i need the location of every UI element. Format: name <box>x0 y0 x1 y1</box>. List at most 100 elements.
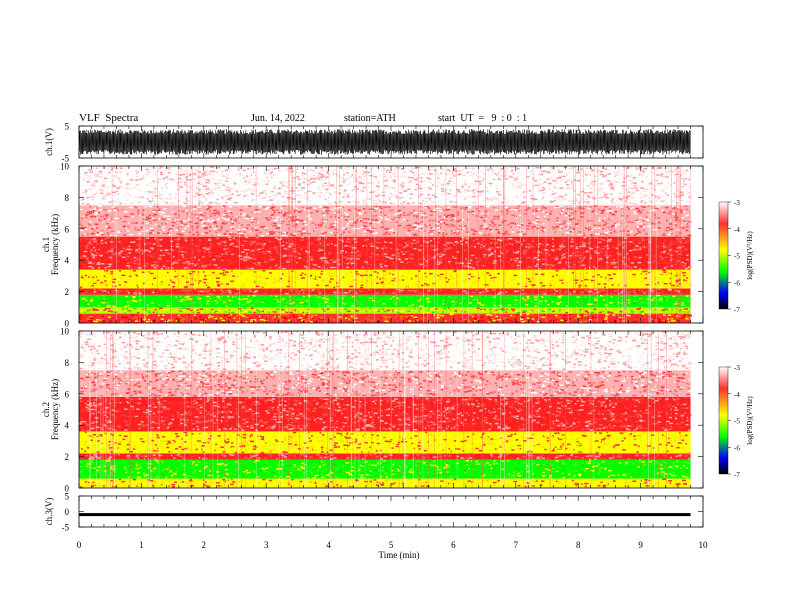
spectrogram-pixel <box>443 248 446 250</box>
spectrogram-pixel <box>150 255 153 257</box>
spectrogram-pixel <box>233 298 236 301</box>
spectrogram-pixel <box>594 251 597 254</box>
spectrogram-pixel <box>179 290 183 292</box>
spectrogram-pixel <box>642 320 644 322</box>
spectrogram-pixel <box>450 295 453 297</box>
spectrogram-pixel <box>278 266 280 269</box>
spectrogram-pixel <box>181 321 184 323</box>
spectrogram-pixel <box>196 295 200 298</box>
spectrogram-pixel <box>406 276 409 278</box>
spectrogram-pixel <box>562 256 566 259</box>
spectrogram-pixel <box>667 314 672 316</box>
spectrogram-pixel <box>108 297 112 300</box>
spectrogram-pixel <box>258 264 261 267</box>
spectrogram-pixel <box>584 285 587 287</box>
spectrogram-pixel <box>464 258 467 261</box>
spectrogram-pixel <box>255 264 259 266</box>
spectrogram-pixel <box>327 279 331 282</box>
spectrogram-pixel <box>385 266 388 268</box>
spectrogram-pixel <box>400 259 405 262</box>
spectrogram-pixel <box>213 212 217 214</box>
spectrogram-pixel <box>376 247 380 249</box>
spectrogram-pixel <box>536 316 539 319</box>
spectrogram-pixel <box>326 273 330 276</box>
spectrogram-pixel <box>302 206 304 208</box>
spectrogram-pixel <box>158 225 160 227</box>
spectrogram-pixel <box>501 309 505 311</box>
spectrogram-pixel <box>288 280 290 283</box>
spectrogram-pixel <box>570 236 573 239</box>
spectrogram-pixel <box>528 310 533 312</box>
spectrogram-pixel <box>297 281 300 284</box>
spectrogram-pixel <box>506 282 510 284</box>
spectrogram-pixel <box>84 216 88 219</box>
spectrogram-pixel <box>223 274 225 277</box>
spectrogram-pixel <box>306 260 309 263</box>
spectrogram-pixel <box>101 233 104 236</box>
spectrogram-pixel <box>353 314 357 317</box>
spectrogram-pixel <box>219 255 221 258</box>
spectrogram-pixel <box>262 284 267 286</box>
spectrogram-pixel <box>420 284 425 287</box>
spectrogram-pixel <box>223 272 225 274</box>
spectrogram-pixel <box>444 320 446 322</box>
spectrogram-pixel <box>167 267 170 269</box>
spectrogram-pixel <box>82 309 84 312</box>
spectrogram-pixel <box>85 299 88 302</box>
spectrogram-pixel <box>659 309 662 311</box>
spectrogram-pixel <box>162 265 166 268</box>
spectrogram-pixel <box>79 255 81 258</box>
spectrogram-pixel <box>366 269 369 272</box>
spectrogram-pixel <box>402 214 406 216</box>
spectrogram-pixel <box>230 299 235 302</box>
spectrogram-pixel <box>190 302 194 305</box>
spectrogram-pixel <box>565 290 568 292</box>
spectrogram-pixel <box>312 268 317 270</box>
spectrogram-pixel <box>263 257 266 260</box>
spectrogram-pixel <box>188 231 191 234</box>
spectrogram-pixel <box>351 251 354 254</box>
spectrogram-pixel <box>424 272 427 275</box>
spectrogram-pixel <box>341 278 344 280</box>
spectrogram-pixel <box>375 300 378 303</box>
spectrogram-pixel <box>104 225 109 228</box>
spectrogram-pixel <box>383 290 386 292</box>
spectrogram-pixel <box>237 277 241 279</box>
spectrogram-pixel <box>207 220 210 222</box>
spectrogram-pixel <box>221 281 224 283</box>
spectrogram-pixel <box>397 214 402 217</box>
spectrogram-pixel <box>585 283 587 285</box>
spectrogram-pixel <box>601 317 603 319</box>
spectrogram-pixel <box>150 320 153 323</box>
spectrogram-pixel <box>85 247 89 249</box>
spectrogram-pixel <box>491 301 494 304</box>
spectrogram-pixel <box>328 285 333 288</box>
spectrogram-pixel <box>90 315 94 318</box>
spectrogram-pixel <box>292 281 295 283</box>
spectrogram-pixel <box>137 229 141 231</box>
spectrogram-pixel <box>267 315 269 317</box>
spectrogram-pixel <box>197 271 200 273</box>
spectrogram-pixel <box>257 242 261 245</box>
spectrogram-pixel <box>683 226 686 229</box>
spectrogram-pixel <box>666 299 669 301</box>
spectrogram-pixel <box>481 272 484 275</box>
spectrogram-pixel <box>301 272 306 275</box>
spectrogram-pixel <box>362 218 366 220</box>
spectrogram-pixel <box>268 259 272 262</box>
spectrogram-pixel <box>107 218 110 221</box>
spectrogram-pixel <box>299 301 304 304</box>
spectrogram-pixel <box>541 275 545 277</box>
spectrogram-pixel <box>429 308 434 310</box>
spectrogram-pixel <box>456 214 460 216</box>
spectrogram-pixel <box>123 266 126 269</box>
spectrogram-pixel <box>562 292 565 294</box>
spectrogram-pixel <box>241 243 244 246</box>
spectrogram-pixel <box>246 305 249 307</box>
spectrogram-pixel <box>553 229 555 232</box>
spectrogram-pixel <box>148 214 151 217</box>
spectrogram-pixel <box>322 205 326 208</box>
spectrogram-pixel <box>612 227 614 230</box>
spectrogram-pixel <box>576 296 581 298</box>
spectrogram-pixel <box>612 261 617 264</box>
